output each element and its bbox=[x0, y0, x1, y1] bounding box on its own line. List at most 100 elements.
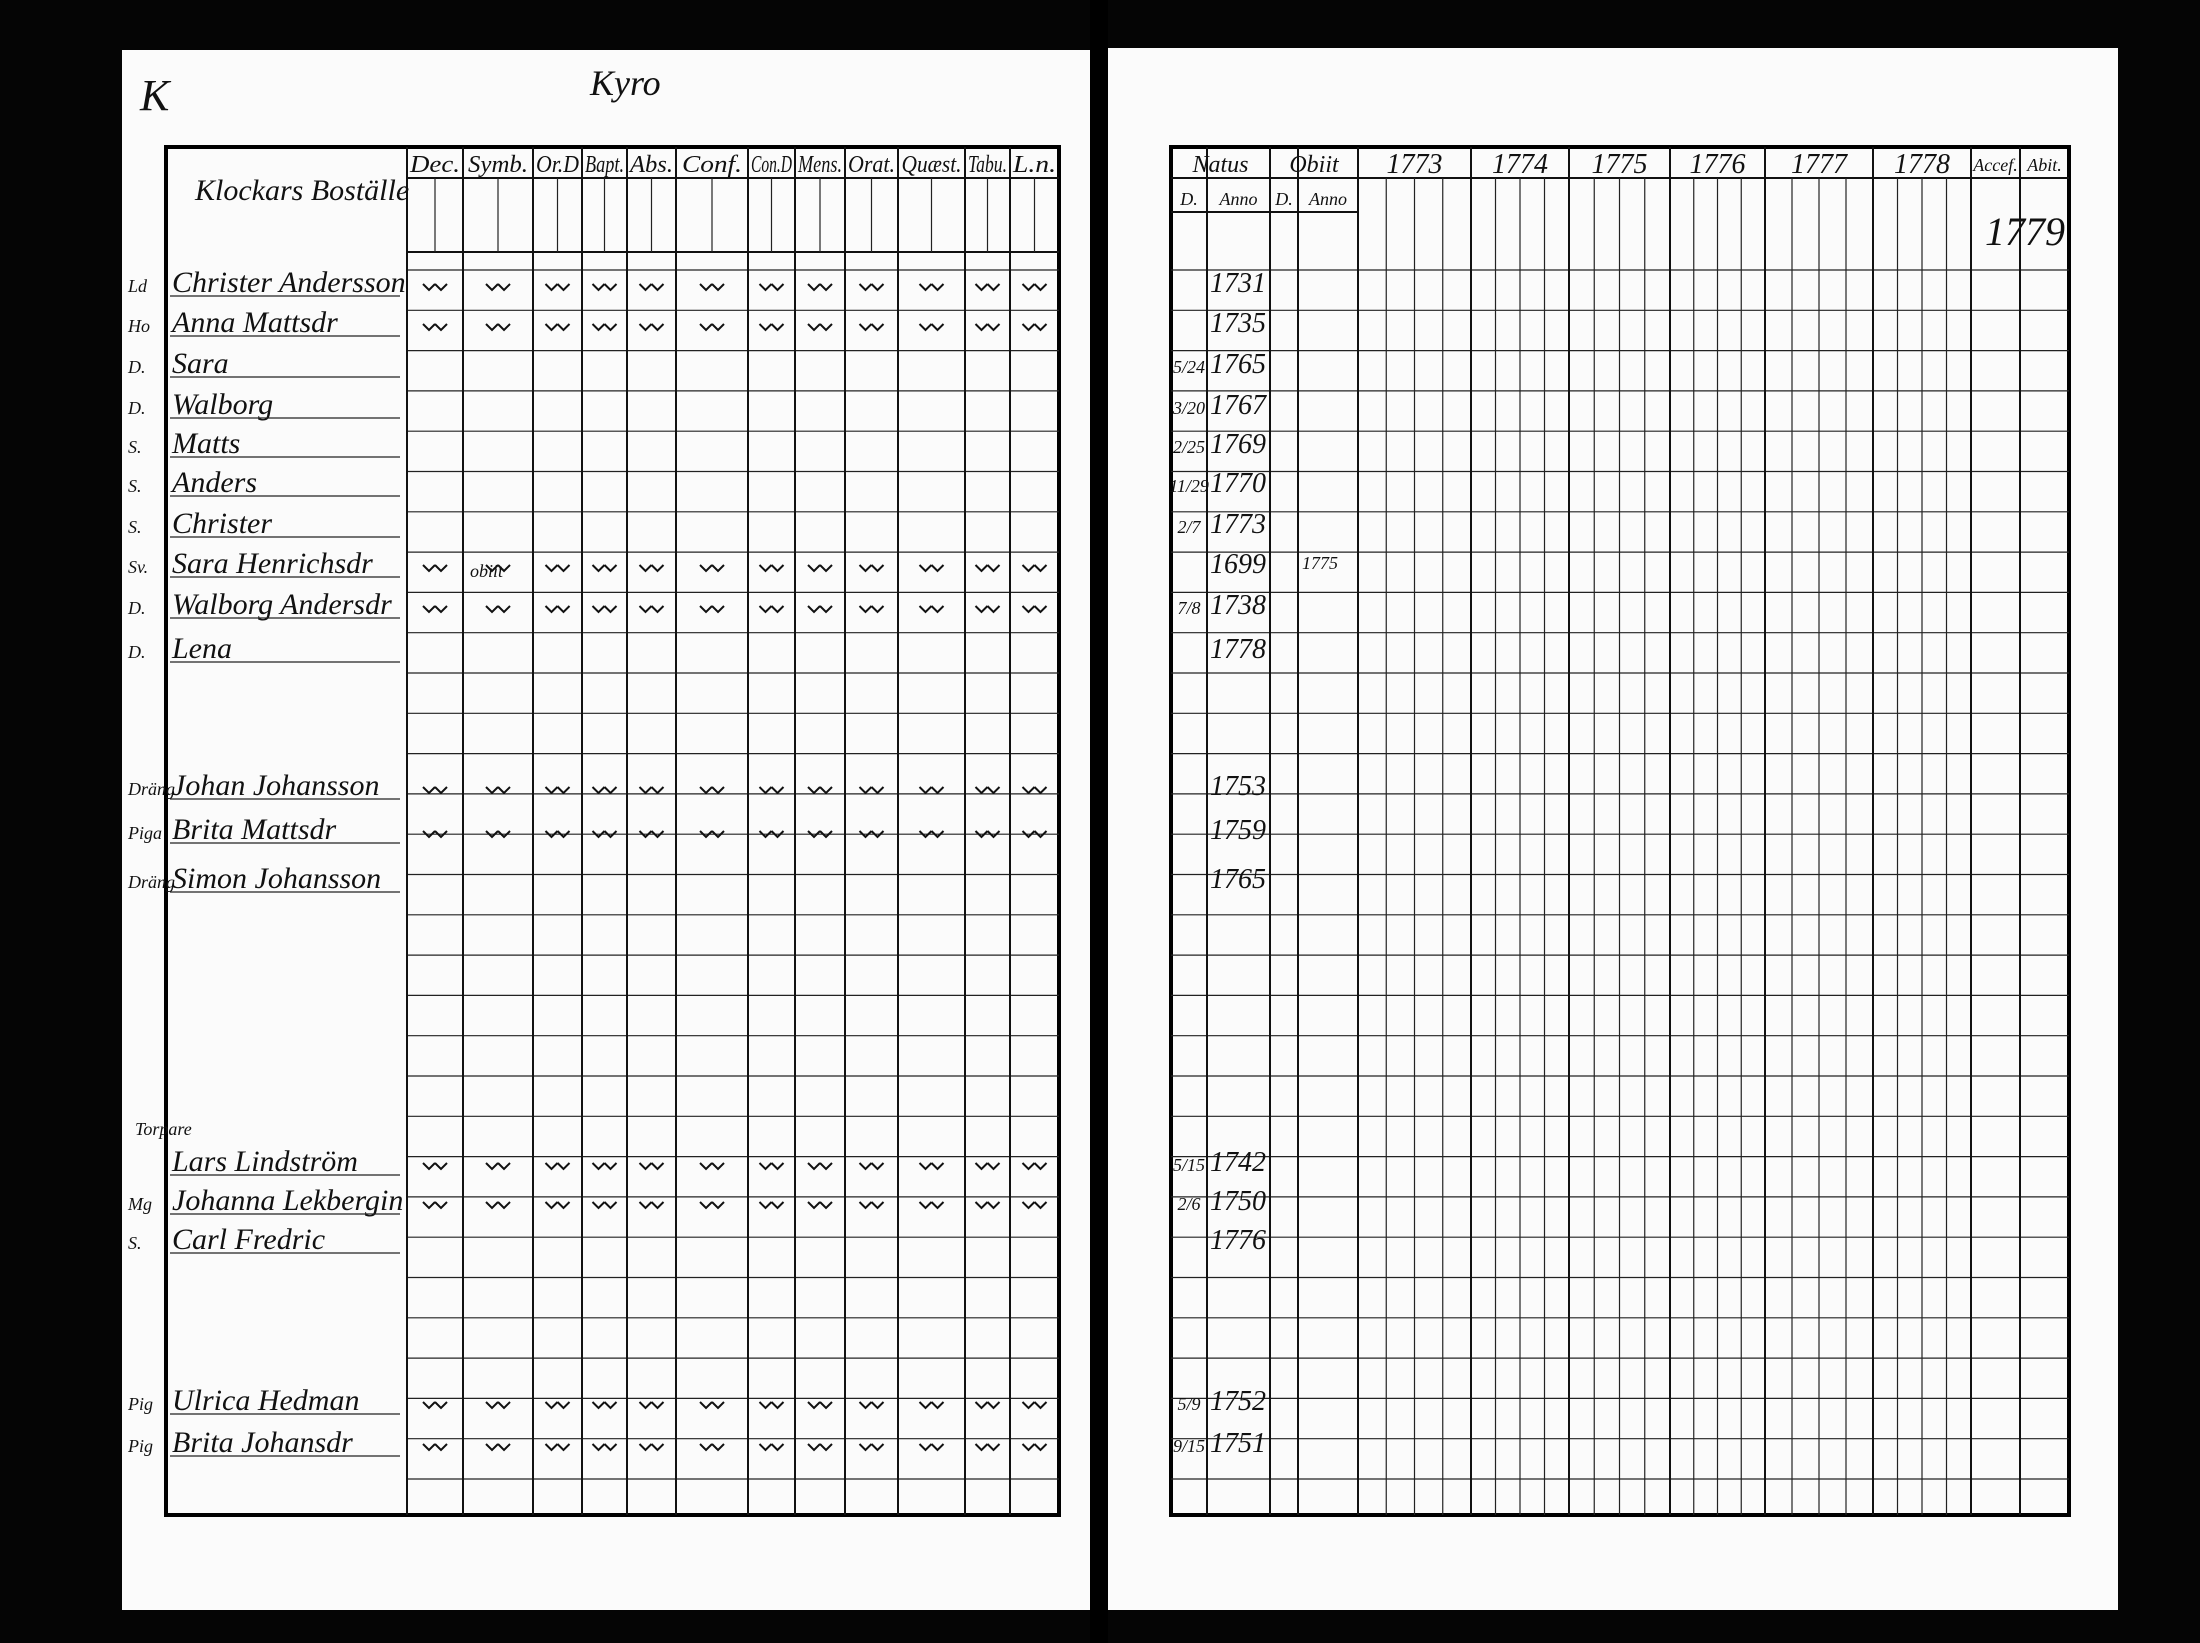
exam-mark bbox=[638, 283, 665, 292]
exam-mark bbox=[485, 786, 511, 795]
exam-mark bbox=[485, 1201, 511, 1210]
person-name: Matts bbox=[171, 427, 240, 460]
exam-mark bbox=[807, 283, 833, 292]
column-header: Tabu. bbox=[968, 152, 1007, 178]
birth-day: 5/9 bbox=[1177, 1394, 1200, 1414]
exam-mark bbox=[918, 786, 945, 795]
exam-mark bbox=[591, 564, 618, 573]
sub-header: D. bbox=[1274, 189, 1293, 209]
birth-year: 1752 bbox=[1210, 1386, 1266, 1417]
person-name: Johan Johansson bbox=[172, 769, 379, 802]
column-header: Or.D bbox=[536, 152, 579, 178]
exam-mark bbox=[758, 564, 785, 573]
column-header: Symb. bbox=[468, 152, 528, 178]
exam-mark bbox=[699, 786, 725, 795]
year-header: 1775 bbox=[1592, 149, 1648, 180]
exam-mark bbox=[699, 564, 725, 573]
exam-mark bbox=[758, 1443, 785, 1452]
exam-mark bbox=[758, 605, 785, 614]
exam-mark bbox=[699, 1201, 725, 1210]
exam-mark bbox=[699, 605, 725, 614]
person-name: Brita Johansdr bbox=[172, 1426, 353, 1459]
exam-mark bbox=[1021, 786, 1048, 795]
exam-mark bbox=[544, 1443, 571, 1452]
exam-mark bbox=[591, 283, 618, 292]
exam-mark bbox=[858, 605, 885, 614]
exam-mark bbox=[638, 1201, 665, 1210]
exam-mark bbox=[591, 1201, 618, 1210]
year-header: 1773 bbox=[1387, 149, 1443, 180]
birth-year: 1773 bbox=[1210, 509, 1266, 540]
exam-mark bbox=[485, 1443, 511, 1452]
row-role: Mg bbox=[127, 1194, 152, 1214]
exam-mark bbox=[974, 1201, 1001, 1210]
exam-mark bbox=[974, 830, 1001, 839]
exam-mark bbox=[638, 1162, 665, 1171]
exam-mark bbox=[858, 323, 885, 332]
exam-mark bbox=[1021, 1401, 1048, 1410]
exam-mark bbox=[422, 283, 448, 292]
exam-mark bbox=[591, 1401, 618, 1410]
exam-mark bbox=[974, 786, 1001, 795]
exam-mark bbox=[1021, 830, 1048, 839]
exam-mark bbox=[544, 323, 571, 332]
row-role: D. bbox=[127, 598, 146, 618]
birth-day: 7/8 bbox=[1177, 598, 1200, 618]
row-role: D. bbox=[127, 398, 146, 418]
exam-mark bbox=[422, 605, 448, 614]
exam-mark bbox=[918, 1401, 945, 1410]
exam-mark bbox=[807, 323, 833, 332]
exam-mark bbox=[858, 1401, 885, 1410]
exam-mark bbox=[974, 323, 1001, 332]
spine bbox=[1090, 0, 1108, 1643]
birth-year: 1778 bbox=[1210, 634, 1266, 665]
exam-mark bbox=[807, 786, 833, 795]
exam-mark bbox=[638, 1401, 665, 1410]
exam-mark bbox=[758, 786, 785, 795]
birth-year: 1776 bbox=[1210, 1225, 1266, 1256]
exam-mark bbox=[1021, 1201, 1048, 1210]
exam-mark bbox=[638, 605, 665, 614]
birth-year: 1751 bbox=[1210, 1428, 1266, 1459]
exam-mark bbox=[807, 605, 833, 614]
person-name: Walborg Andersdr bbox=[172, 588, 392, 621]
person-name: Christer Andersson bbox=[172, 266, 406, 299]
year-header: 1774 bbox=[1492, 149, 1548, 180]
year-header: 1778 bbox=[1894, 149, 1950, 180]
exam-mark bbox=[485, 1401, 511, 1410]
exam-mark bbox=[591, 830, 618, 839]
row-role: Pig bbox=[127, 1436, 153, 1456]
row-role: D. bbox=[127, 642, 146, 662]
exam-mark bbox=[638, 830, 665, 839]
exam-mark bbox=[1021, 564, 1048, 573]
exam-mark bbox=[858, 830, 885, 839]
exam-mark bbox=[422, 1401, 448, 1410]
parish-name: Kyro bbox=[589, 63, 661, 103]
exam-mark bbox=[422, 786, 448, 795]
birth-year: 1770 bbox=[1210, 468, 1266, 499]
exam-mark bbox=[918, 323, 945, 332]
column-header: Abs. bbox=[628, 152, 673, 178]
row-role: S. bbox=[128, 476, 142, 496]
exam-mark bbox=[1021, 605, 1048, 614]
exam-mark bbox=[758, 1201, 785, 1210]
column-header: Mens. bbox=[797, 152, 842, 178]
year-header: 1776 bbox=[1690, 149, 1746, 180]
header-label: Klockars Boställe bbox=[194, 174, 409, 207]
row-role: S. bbox=[128, 517, 142, 537]
exam-mark bbox=[544, 1401, 571, 1410]
exam-mark bbox=[544, 830, 571, 839]
exam-mark bbox=[638, 323, 665, 332]
left-table-frame bbox=[164, 145, 1061, 1517]
exam-mark bbox=[918, 564, 945, 573]
accessit-header: Accef. bbox=[1972, 155, 2017, 175]
exam-mark bbox=[1021, 323, 1048, 332]
birth-day: 9/15 bbox=[1173, 1436, 1205, 1456]
page-mark: K bbox=[139, 71, 172, 120]
exam-mark bbox=[807, 1401, 833, 1410]
exam-mark bbox=[422, 1201, 448, 1210]
sub-header: Anno bbox=[1219, 189, 1258, 209]
birth-year: 1759 bbox=[1210, 815, 1266, 846]
